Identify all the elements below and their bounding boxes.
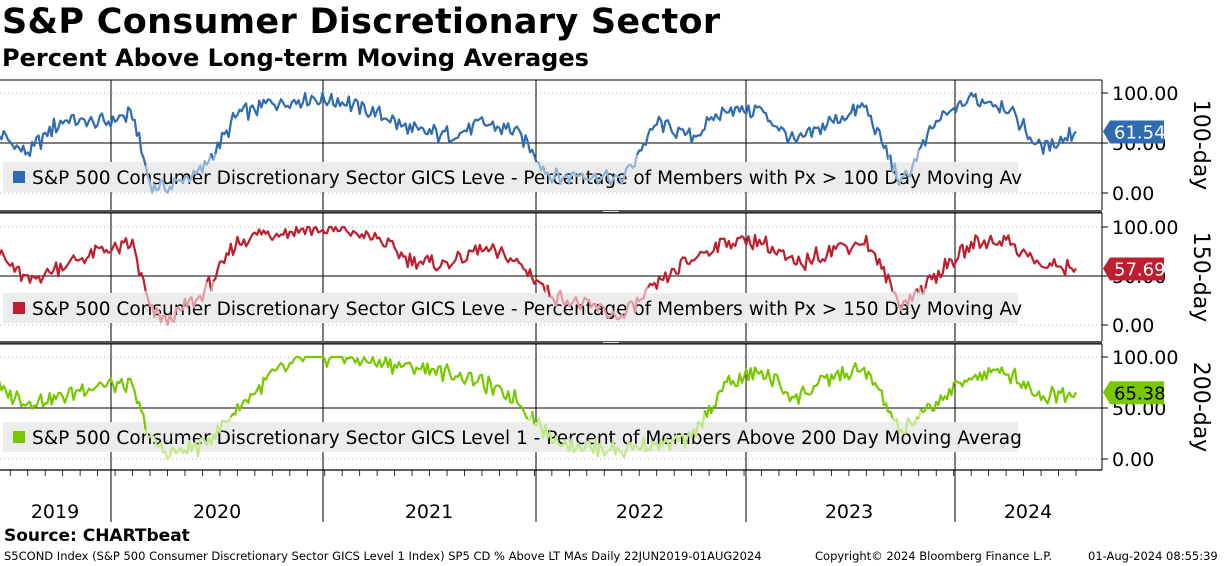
series-line: [892, 288, 918, 312]
separator-handle: [603, 211, 619, 212]
series-line: [924, 234, 1077, 289]
y-tick-label: 100.00: [1112, 217, 1178, 239]
legend-label: S&P 500 Consumer Discretionary Sector GI…: [32, 168, 1022, 189]
legend-swatch: [13, 171, 25, 183]
x-year-label: 2023: [825, 501, 873, 523]
last-value-badge: [1103, 381, 1164, 405]
series-line: [144, 152, 213, 194]
series-line: [922, 288, 927, 295]
series-line: [205, 275, 213, 292]
series-line: [212, 225, 547, 293]
legend-swatch: [13, 302, 25, 314]
footer-copyright: Copyright© 2024 Bloomberg Finance L.P.: [815, 549, 1052, 563]
legend-label: S&P 500 Consumer Discretionary Sector GI…: [32, 299, 1022, 320]
chart-subtitle: Percent Above Long-term Moving Averages: [2, 44, 589, 72]
series-line: [891, 149, 920, 187]
panel-separator: [0, 210, 1102, 213]
series-line: [636, 102, 890, 161]
separator-handle: [603, 342, 619, 343]
series-line: [0, 377, 147, 430]
last-value-badge: [1103, 257, 1164, 281]
x-year-label: 2020: [193, 501, 241, 523]
x-year-label: 2024: [1004, 501, 1052, 523]
legend-box: [3, 293, 1018, 323]
panel-label: 150-day: [1188, 232, 1213, 322]
y-tick-label: 100.00: [1112, 347, 1178, 369]
footer-timestamp: 01-Aug-2024 08:55:39: [1088, 549, 1218, 563]
series-line: [534, 410, 706, 459]
footer-index-info: S5COND Index (S&P 500 Consumer Discretio…: [4, 549, 762, 563]
chart-title: S&P Consumer Discretionary Sector: [2, 2, 721, 42]
series-line: [546, 284, 551, 298]
legend-swatch: [13, 431, 25, 443]
last-value-label: 61.54: [1114, 122, 1166, 143]
last-value-label: 57.69: [1114, 259, 1166, 280]
series-line: [212, 153, 217, 161]
series-line: [144, 416, 232, 461]
series-line: [917, 408, 922, 419]
series-line: [919, 366, 1077, 414]
series-line: [646, 233, 894, 292]
x-year-label: 2022: [616, 501, 664, 523]
x-year-label: 2021: [405, 501, 453, 523]
panel-label: 100-day: [1188, 100, 1213, 190]
panel-separator: [0, 341, 1102, 344]
y-tick-label: 100.00: [1112, 83, 1178, 105]
series-line: [527, 410, 534, 422]
y-tick-label: 0.00: [1112, 315, 1154, 337]
panel-label: 200-day: [1188, 362, 1213, 452]
legend-label: S&P 500 Consumer Discretionary Sector GI…: [32, 428, 1022, 449]
series-line: [210, 281, 215, 292]
series-line: [917, 91, 1077, 155]
series-line: [549, 286, 649, 321]
series-line: [0, 237, 147, 292]
last-value-badge: [1103, 120, 1164, 144]
series-line: [531, 411, 536, 425]
series-line: [214, 91, 538, 163]
y-tick-label: 0.00: [1112, 183, 1154, 205]
series-line: [0, 106, 147, 166]
source-note: Source: CHARTbeat: [4, 526, 190, 546]
series-line: [536, 154, 639, 186]
y-tick-label: 0.00: [1112, 449, 1154, 471]
series-line: [891, 416, 918, 435]
series-line: [229, 355, 529, 420]
x-year-label: 2019: [31, 501, 79, 523]
series-line: [144, 281, 208, 327]
series-line: [703, 362, 894, 419]
last-value-label: 65.38: [1114, 383, 1166, 404]
